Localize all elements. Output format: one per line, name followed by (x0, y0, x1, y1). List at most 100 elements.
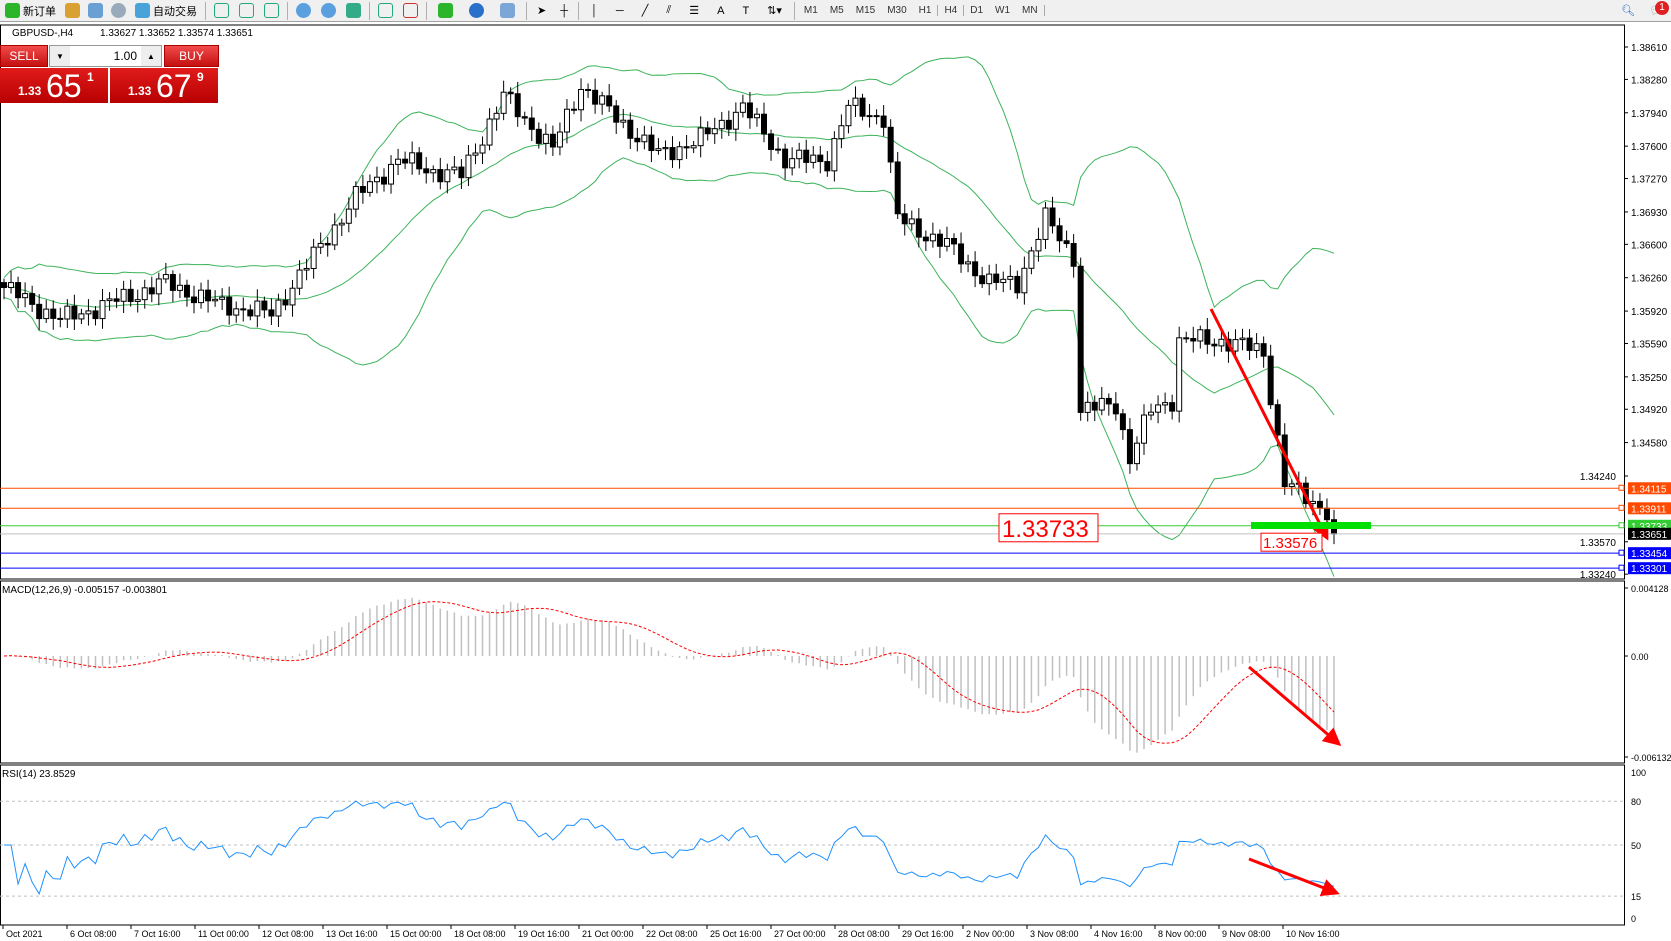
macd-tick-label: -0.006132 (1631, 753, 1671, 763)
buy-price[interactable]: 1.33 67 9 (110, 68, 218, 103)
time-tick-label: 13 Oct 16:00 (326, 929, 378, 939)
divider (205, 1, 206, 20)
bollinger-middle (3, 113, 1335, 416)
candle-body (1218, 338, 1225, 347)
timeframe-h1[interactable]: H1 (918, 5, 932, 16)
candle-body (1000, 278, 1007, 283)
new-order-button[interactable]: 新订单 (0, 1, 61, 21)
candle-body (127, 288, 134, 302)
candle-body (381, 176, 387, 185)
decrease-lot-button[interactable]: ▼ (50, 46, 70, 66)
divider (369, 1, 370, 20)
candle-body (1126, 429, 1133, 465)
level-handle (1618, 504, 1625, 511)
candle-body (324, 242, 331, 246)
horizontal-line-icon[interactable]: ─ (615, 4, 624, 17)
auto-trading-button[interactable]: 自动交易 (130, 1, 202, 21)
bar-chart-icon[interactable] (214, 3, 229, 18)
history-icon[interactable] (65, 3, 80, 18)
macd-tick-label: 0.004128 (1631, 584, 1669, 594)
candle-body (15, 282, 22, 299)
candle-body (810, 154, 817, 163)
candle-body (479, 144, 486, 154)
price-level-value: 1.33651 (1631, 530, 1668, 541)
crosshair-icon[interactable]: ┼ (560, 4, 569, 17)
trendline-icon[interactable]: ╱ (641, 5, 649, 17)
timeframe-m1[interactable]: M1 (803, 5, 818, 16)
signal-icon[interactable] (111, 3, 126, 18)
chat-icon[interactable]: 💬︎1 (1649, 1, 1669, 17)
periods-icon[interactable] (469, 3, 484, 18)
candle-body (1260, 343, 1267, 357)
candle-chart-icon[interactable] (239, 3, 254, 18)
timeframe-m5[interactable]: M5 (829, 5, 844, 16)
chart-shift-icon[interactable] (403, 3, 418, 18)
price-label-big: 1.33733 (1002, 516, 1089, 543)
candle-body (979, 275, 986, 285)
timeframe-d1[interactable]: D1 (970, 5, 984, 16)
price-tick-label: 1.35250 (1631, 373, 1668, 384)
timeframe-m15[interactable]: M15 (855, 5, 876, 16)
buy-button[interactable]: BUY (164, 45, 219, 67)
timeframe-h4[interactable]: H4 (937, 5, 965, 16)
price-label-box (998, 513, 1099, 543)
lot-size-input[interactable]: 1.00 (113, 49, 137, 63)
zoom-in-icon[interactable] (296, 3, 311, 18)
price-level-tag (1628, 527, 1671, 540)
candle-body (859, 97, 866, 117)
increase-lot-button[interactable]: ▲ (141, 46, 161, 66)
indicators-icon[interactable] (438, 3, 453, 18)
timeframe-m30[interactable]: M30 (887, 5, 907, 16)
candle-body (183, 284, 190, 298)
candle-body (366, 181, 373, 193)
candle-body (606, 95, 613, 107)
candle-body (514, 93, 521, 118)
candle-body (782, 148, 789, 169)
candle-body (176, 284, 183, 291)
equidistant-channel-icon[interactable]: ⫽ (666, 4, 672, 16)
tile-icon[interactable] (346, 3, 361, 18)
cursor-icon[interactable]: ➤ (537, 5, 547, 17)
zoom-out-icon[interactable] (321, 3, 336, 18)
candle-body (198, 289, 205, 304)
price-level-tag (1628, 502, 1671, 515)
sell-price[interactable]: 1.33 65 1 (0, 68, 108, 103)
time-tick-label: 4 Nov 16:00 (1094, 929, 1143, 939)
candle-body (78, 313, 85, 320)
timeframe-w1[interactable]: W1 (995, 5, 1011, 16)
price-label-small: 1.33576 (1263, 535, 1317, 552)
candle-body (993, 273, 1000, 283)
time-tick-label: 7 Oct 16:00 (134, 929, 181, 939)
candle-body (191, 296, 197, 304)
lot-size-stepper[interactable]: ▼ 1.00 ▲ (49, 45, 162, 67)
autotrade-icon (135, 3, 150, 18)
timeframe-mn[interactable]: MN (1016, 5, 1045, 16)
text-icon[interactable]: A (717, 4, 725, 17)
rsi-label: RSI(14) 23.8529 (2, 769, 76, 780)
annotations: 1.33733 1.33576 (998, 308, 1371, 896)
candle-body (725, 119, 732, 130)
candle-body (838, 125, 845, 140)
search-icon[interactable]: 🔍︎ (1621, 5, 1636, 17)
candle-body (317, 242, 324, 248)
templates-icon[interactable] (500, 3, 515, 18)
candle-body (310, 246, 317, 269)
rsi-tick-label: 100 (1631, 768, 1646, 778)
vertical-line-icon[interactable]: │ (591, 4, 598, 17)
arrows-icon[interactable]: ⇅▾ (767, 5, 782, 17)
candle-body (331, 224, 338, 246)
candle-body (92, 310, 99, 320)
candle-body (676, 146, 683, 161)
sell-button[interactable]: SELL (0, 45, 48, 67)
fibonacci-icon[interactable]: ☰ (689, 5, 700, 17)
autoscroll-icon[interactable] (378, 3, 393, 18)
text-label-icon[interactable]: T (742, 4, 750, 17)
price-level-value: 1.34115 (1631, 484, 1667, 495)
line-chart-icon[interactable] (264, 3, 279, 18)
candle-body (29, 293, 36, 305)
terminal-icon[interactable] (88, 3, 103, 18)
candle-body (986, 273, 993, 285)
candle-body (1091, 401, 1098, 411)
candle-body (148, 287, 155, 295)
